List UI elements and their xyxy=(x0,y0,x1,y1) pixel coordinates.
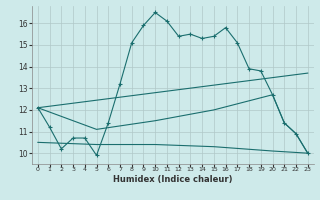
X-axis label: Humidex (Indice chaleur): Humidex (Indice chaleur) xyxy=(113,175,233,184)
